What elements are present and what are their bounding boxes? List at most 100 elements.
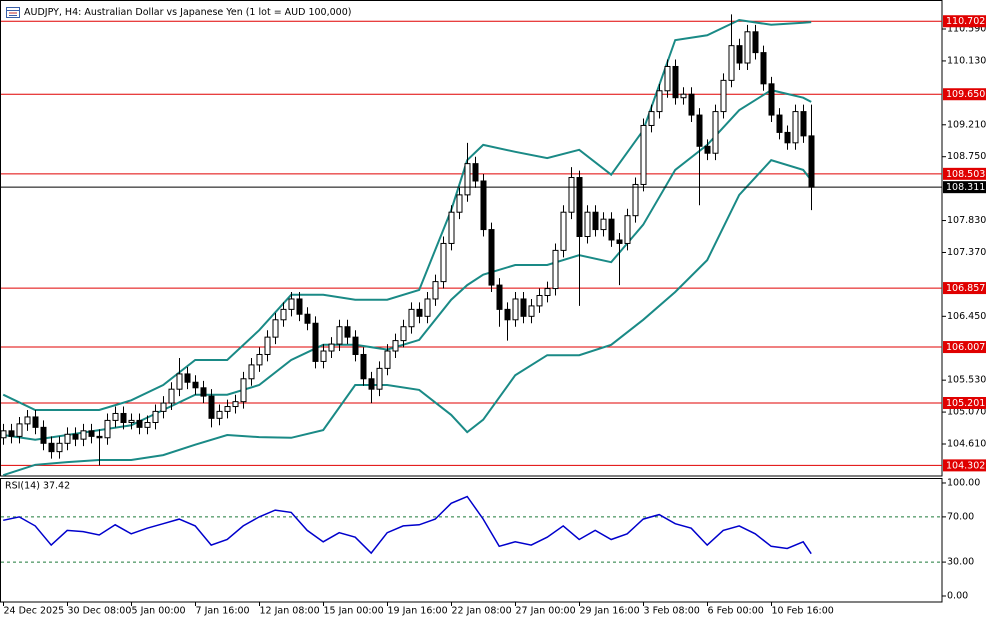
candle-body [168, 388, 175, 404]
candle-body [288, 298, 295, 310]
level-label: 109.650 [946, 89, 985, 100]
candle-body [464, 163, 471, 196]
candle-body [680, 93, 687, 99]
level-label-box [943, 15, 986, 28]
candle-body [672, 65, 679, 99]
y-tick-label: 109.210 [947, 119, 986, 130]
y-tick-label: 105.530 [947, 375, 986, 386]
candle-body [392, 340, 399, 352]
y-tick-label: 105.070 [947, 407, 986, 418]
y-tick-label: 107.370 [947, 247, 986, 258]
candle-body [232, 401, 239, 408]
candle-body [448, 211, 455, 244]
candle-body [184, 373, 191, 383]
y-tick-label: 100.00 [947, 477, 980, 488]
level-label: 106.857 [946, 283, 985, 294]
candle-body [280, 308, 287, 321]
candle-body [64, 433, 71, 444]
candle-body [48, 442, 55, 453]
candle-body [480, 180, 487, 231]
candle-body [712, 111, 719, 154]
last-price-label: 108.311 [946, 182, 985, 193]
y-tick-label: 107.830 [947, 215, 986, 226]
candle-body [144, 421, 151, 428]
y-tick-label: 70.00 [947, 511, 974, 522]
candle-body [456, 194, 463, 213]
candle-body [624, 215, 631, 244]
candle-body [200, 387, 207, 397]
candle-body [336, 326, 343, 345]
candle-body [152, 410, 159, 423]
candle-body [16, 423, 23, 437]
candle-body [784, 131, 791, 144]
y-tick-label: 0.00 [947, 591, 968, 602]
candle-body [384, 350, 391, 369]
y-tick-label: 110.590 [947, 24, 986, 35]
level-label: 110.702 [946, 16, 985, 27]
candle-body [160, 402, 167, 412]
candle-body [432, 281, 439, 300]
last-price-box [943, 181, 986, 194]
chart-icon [6, 7, 20, 18]
chart-title: AUDJPY, H4: Australian Dollar vs Japanes… [24, 7, 351, 18]
rsi-panel [0, 478, 943, 603]
candle-body [544, 288, 551, 296]
candle-body [736, 45, 743, 64]
level-label-box [943, 341, 986, 354]
candle-body [104, 419, 111, 439]
candle-body [568, 177, 575, 213]
candle-body [264, 336, 271, 355]
candle-body [312, 322, 319, 362]
candle-body [120, 412, 127, 423]
level-label: 108.503 [946, 169, 985, 180]
level-label-box [943, 88, 986, 101]
candle-body [128, 419, 135, 423]
x-tick-label: 3 Feb 08:00 [644, 606, 700, 617]
candle-body [768, 83, 775, 116]
candle-body [656, 90, 663, 113]
candle-body [512, 298, 519, 321]
x-tick-label: 19 Jan 16:00 [388, 606, 448, 617]
candle-body [192, 381, 199, 389]
candle-body [56, 442, 63, 453]
candle-body [360, 353, 367, 380]
price-panel [0, 0, 943, 477]
level-label: 105.201 [946, 398, 985, 409]
level-label: 104.302 [946, 460, 985, 471]
candle-body [472, 163, 479, 182]
candle-body [616, 239, 623, 244]
candle-body [208, 395, 215, 419]
candle-body [552, 249, 559, 290]
candle-body [608, 218, 615, 241]
y-tick-label: 110.130 [947, 55, 986, 66]
candle-body [216, 410, 223, 419]
y-tick-label: 108.750 [947, 151, 986, 162]
x-tick-label: 22 Jan 08:00 [452, 606, 512, 617]
candle-body [40, 426, 47, 444]
candle-body [752, 31, 759, 54]
level-label-box [943, 167, 986, 180]
candle-body [352, 336, 359, 355]
candle-body [296, 298, 303, 315]
candle-body [744, 31, 751, 64]
candle-body [96, 435, 103, 439]
candle-body [592, 211, 599, 231]
level-label: 106.007 [946, 342, 985, 353]
candle-body [600, 218, 607, 231]
y-tick-label: 104.610 [947, 439, 986, 450]
candle-body [344, 326, 351, 338]
x-tick-label: 29 Jan 16:00 [580, 606, 640, 617]
candle-body [376, 367, 383, 390]
candle-body [640, 124, 647, 185]
candle-body [528, 305, 535, 317]
candle-body [88, 430, 95, 437]
candle-body [520, 298, 527, 317]
y-tick-label: 30.00 [947, 557, 974, 568]
candle-body [488, 229, 495, 286]
candle-body [504, 308, 511, 321]
candle-body [400, 326, 407, 342]
candle-body [696, 114, 703, 147]
candle-body [112, 412, 119, 421]
candle-body [72, 433, 79, 440]
